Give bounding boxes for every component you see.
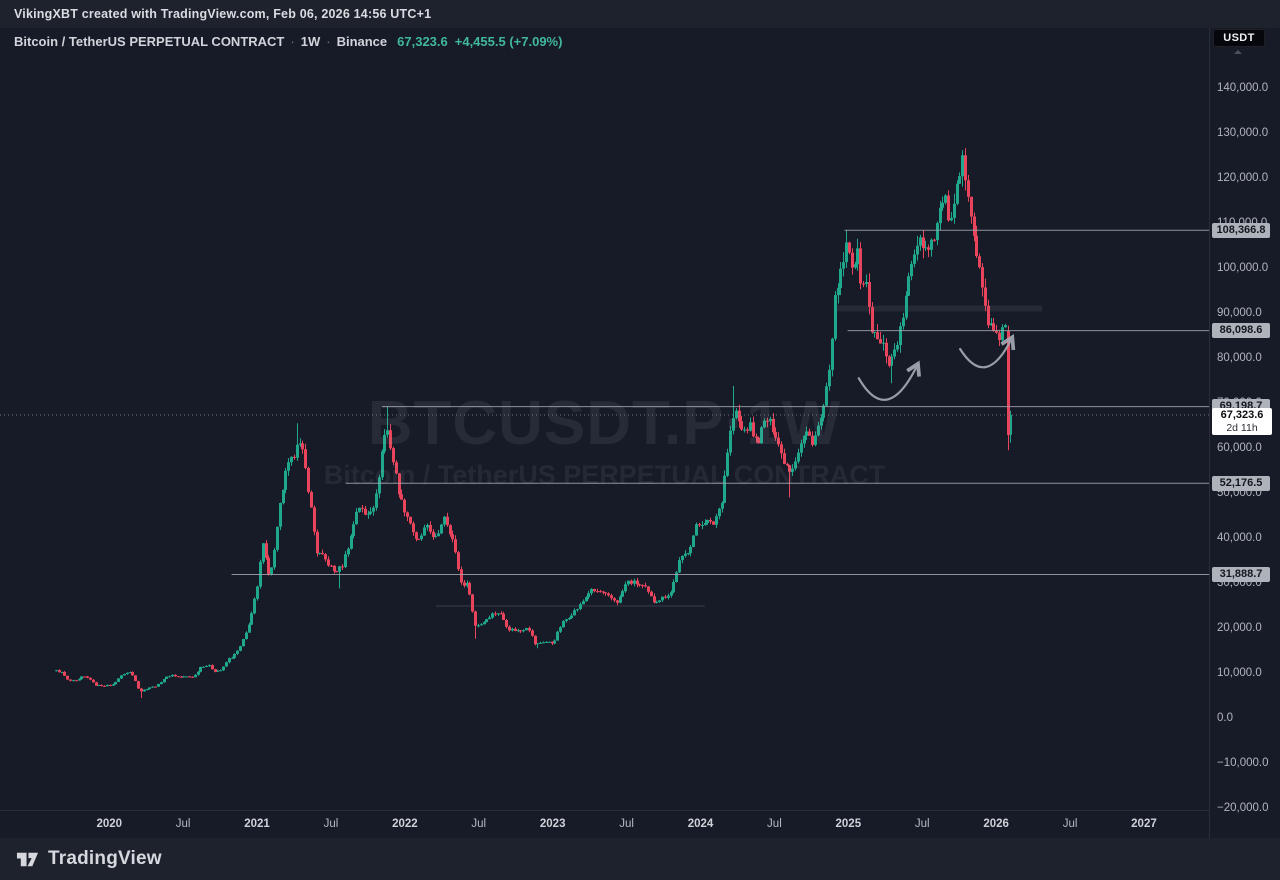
time-tick-label: 2024 [687,818,714,830]
time-tick-label: 2023 [539,818,566,830]
price-tick-label: 0.0 [1217,712,1233,724]
chevron-up-icon [1234,50,1242,54]
tradingview-logo[interactable]: TradingView [16,848,162,871]
chart-region[interactable]: BTCUSDT.P·1W Bitcoin / TetherUS PERPETUA… [0,28,1210,838]
time-tick-label: 2020 [96,818,123,830]
time-tick-label: Jul [619,818,634,830]
time-tick-label: Jul [767,818,782,830]
time-tick-label: 2022 [392,818,418,830]
time-tick-label: Jul [471,818,487,830]
tradingview-brand-text: TradingView [48,848,162,869]
currency-unit-button[interactable]: USDT [1213,29,1265,47]
time-tick-label: Jul [323,818,339,830]
separator-dot: · [326,34,331,49]
price-tick-label: 20,000.0 [1217,622,1262,634]
attribution-text: VikingXBT created with TradingView.com, … [14,7,432,21]
price-change: +4,455.5 (+7.09%) [454,34,563,49]
price-tick-label: 10,000.0 [1217,667,1262,679]
time-tick-label: 2025 [835,818,862,830]
time-tick-label: Jul [1062,818,1078,830]
price-tick-label: 90,000.0 [1217,306,1262,319]
time-tick-label: 2026 [983,818,1009,830]
symbol-interval: 1W [300,34,321,49]
price-tick-label: 80,000.0 [1217,351,1262,364]
price-tick-label: 120,000.0 [1217,171,1269,184]
tradingview-logo-mark [16,852,39,866]
arc-arrow-drawing[interactable] [857,360,921,401]
level-price-label[interactable]: 108,366.8 [1212,222,1270,238]
symbol-exchange: Binance [336,34,388,49]
level-price-label[interactable]: 31,888.7 [1212,567,1270,582]
symbol-header[interactable]: Bitcoin / TetherUS PERPETUAL CONTRACT · 1W… [14,34,562,49]
footer-bar: TradingView [0,838,1280,880]
level-price-label[interactable]: 86,098.6 [1212,323,1270,339]
arc-arrow-drawing[interactable] [959,333,1016,369]
price-tick-label: 100,000.0 [1217,261,1269,274]
time-tick-label: Jul [914,818,930,830]
price-tick-label: 40,000.0 [1217,532,1262,544]
time-axis[interactable]: 2020 Jul 2021 Jul 2022 Jul 2023 Jul 2024 Jul 2025 J… [0,810,1209,839]
axis-separator [1209,28,1210,838]
price-axis[interactable]: USDT 140,000.0130,000.0120,000.0110,000.… [1210,28,1280,838]
price-tick-label: 140,000.0 [1217,81,1269,94]
supply-zone-drawing[interactable] [836,305,1043,312]
level-price-label[interactable]: 52,176.5 [1212,475,1270,491]
last-price: 67,323.6 [397,34,448,49]
separator-dot: · [290,34,295,49]
price-tick-label: −10,000.0 [1217,757,1269,769]
time-tick-label: 2021 [244,818,270,830]
time-tick-label: 2027 [1131,818,1157,830]
candles [55,148,1012,698]
time-tick-label: Jul [175,818,191,830]
attribution-bar: VikingXBT created with TradingView.com, … [0,0,1280,28]
price-tick-label: −20,000.0 [1217,802,1269,814]
price-tick-label: 60,000.0 [1217,442,1262,454]
current-price-value: 67,323.6 [1220,409,1264,422]
candle-countdown: 2d 11h [1226,422,1258,435]
symbol-description: Bitcoin / TetherUS PERPETUAL CONTRACT [14,34,285,49]
price-tick-label: 130,000.0 [1217,126,1269,139]
price-chart-canvas[interactable] [0,28,1209,810]
current-price-label[interactable]: 67,323.6 2d 11h [1212,408,1272,436]
